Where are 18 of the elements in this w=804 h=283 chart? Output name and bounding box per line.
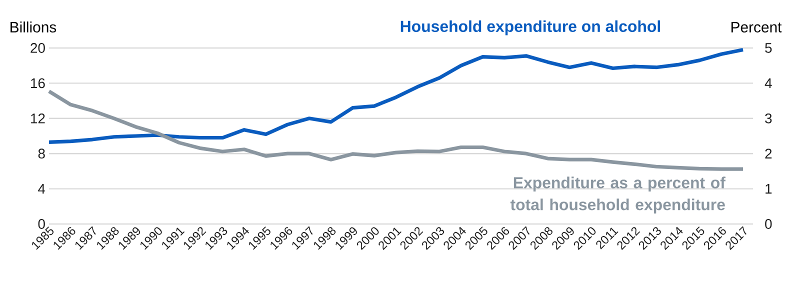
y2-tick-label: 4 xyxy=(764,78,772,88)
y-axis-title: Billions xyxy=(10,22,56,32)
y-tick-label: 20 xyxy=(30,43,45,53)
y2-tick-label: 3 xyxy=(765,113,772,124)
line-series xyxy=(47,48,745,144)
y2-axis-title: Percent xyxy=(731,22,782,32)
series-label: Household expenditure on alcohol xyxy=(400,20,660,36)
y2-tick-label: 5 xyxy=(765,43,772,53)
series-label: Expenditure as a percent of total household expenditure xyxy=(510,176,726,214)
line-series xyxy=(47,89,745,171)
y2-tick-label: 2 xyxy=(765,148,772,158)
y2-tick-label: 1 xyxy=(766,184,772,194)
y-tick-label: 4 xyxy=(38,184,46,194)
y-tick-label: 0 xyxy=(38,219,45,229)
y-tick-label: 16 xyxy=(31,78,45,88)
y-tick-label: 8 xyxy=(38,148,45,159)
y-tick-label: 12 xyxy=(31,114,45,124)
y2-tick-label: 0 xyxy=(765,219,772,229)
